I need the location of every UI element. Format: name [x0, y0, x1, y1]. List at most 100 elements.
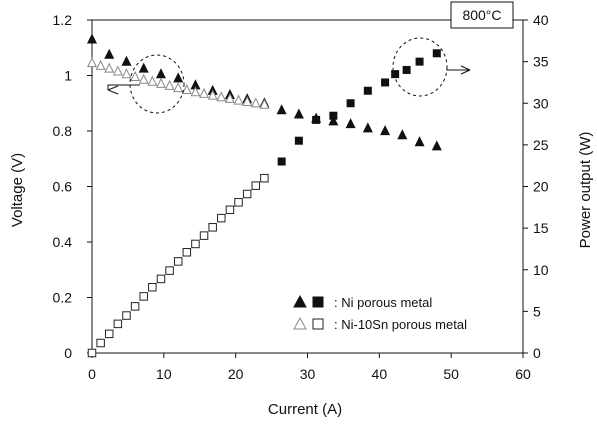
data-point — [329, 111, 338, 120]
data-point — [431, 140, 442, 151]
y-right-tick-label: 30 — [533, 95, 549, 111]
x-tick-label: 0 — [88, 366, 96, 382]
data-point — [96, 338, 105, 348]
data-point — [190, 86, 201, 97]
data-point — [216, 91, 227, 102]
data-point — [380, 125, 391, 136]
data-point — [345, 118, 356, 129]
data-point — [104, 48, 115, 59]
data-point — [138, 73, 149, 84]
data-point — [138, 62, 149, 73]
data-point — [147, 75, 158, 86]
data-point — [346, 99, 355, 108]
data-point — [181, 84, 192, 95]
y-left-tick-label: 1 — [64, 68, 72, 84]
y-right-tick-label: 35 — [533, 54, 549, 70]
data-point — [276, 104, 287, 115]
data-point — [233, 94, 244, 105]
data-point — [432, 49, 441, 58]
y-right-tick-label: 0 — [533, 345, 541, 361]
data-point — [173, 72, 184, 83]
temperature-annotation-box — [450, 1, 514, 29]
legend-entry-ni: : Ni porous metal — [334, 295, 432, 310]
x-tick-label: 40 — [372, 366, 388, 382]
data-point — [208, 223, 217, 232]
legend-symbol — [293, 294, 307, 308]
legend-symbol — [312, 296, 324, 308]
data-point — [415, 57, 424, 66]
data-point — [112, 65, 123, 76]
data-marks — [86, 33, 442, 358]
data-point — [164, 79, 175, 90]
data-point — [312, 115, 321, 124]
legend-entry-ni-10sn: : Ni-10Sn porous metal — [334, 317, 467, 332]
y-right-tick-label: 40 — [533, 12, 549, 28]
data-point — [86, 33, 98, 44]
series-0 — [86, 33, 442, 151]
data-point — [260, 173, 269, 183]
data-point — [173, 82, 184, 93]
data-point — [95, 59, 106, 70]
data-point — [155, 77, 166, 88]
x-tick-label: 30 — [300, 366, 316, 382]
data-point — [294, 136, 303, 145]
legend: : Ni porous metal : Ni-10Sn porous metal — [293, 294, 467, 332]
data-point — [224, 92, 235, 103]
series-2 — [86, 57, 270, 109]
data-point — [250, 97, 261, 108]
x-tick-label: 50 — [443, 366, 459, 382]
data-point — [199, 87, 210, 98]
data-point — [293, 108, 304, 119]
data-point — [397, 129, 408, 140]
y-left-tick-label: 0 — [64, 345, 72, 361]
data-point — [251, 181, 261, 190]
data-point — [121, 55, 132, 66]
data-point — [182, 248, 192, 257]
dashed-ellipse-left — [129, 54, 185, 114]
data-point — [173, 257, 183, 266]
data-point — [207, 89, 218, 100]
data-point — [122, 311, 131, 320]
y-right-tick-label: 25 — [533, 137, 549, 153]
legend-symbol — [293, 316, 307, 330]
y-left-tick-label: 0.6 — [53, 179, 73, 195]
data-point — [242, 95, 253, 106]
y-right-tick-label: 5 — [533, 303, 541, 319]
data-point — [217, 213, 226, 223]
data-point — [328, 115, 339, 126]
y-left-tick-label: 0.2 — [53, 290, 73, 306]
y-right-tick-label: 15 — [533, 220, 549, 236]
data-point — [277, 157, 286, 166]
legend-symbol — [312, 318, 324, 330]
data-point — [139, 292, 148, 301]
data-point — [87, 348, 97, 358]
data-point — [104, 329, 114, 339]
data-point — [363, 86, 372, 95]
x-tick-label: 20 — [228, 366, 244, 382]
data-point — [121, 68, 132, 79]
data-point — [242, 189, 252, 199]
data-point — [130, 70, 141, 81]
arrow-right-icon — [446, 65, 471, 75]
y-right-tick-label: 10 — [533, 262, 549, 278]
data-point — [414, 136, 425, 147]
data-point — [86, 57, 98, 68]
data-point — [156, 274, 166, 284]
data-point — [259, 98, 270, 109]
data-point — [402, 65, 411, 74]
data-point — [362, 122, 373, 133]
y-left-tick-label: 0.4 — [53, 234, 73, 250]
series-1 — [277, 49, 441, 166]
y-left-tick-label: 1.2 — [53, 12, 73, 28]
data-point — [104, 62, 115, 73]
y-left-tick-label: 0.8 — [53, 123, 73, 139]
data-point — [381, 78, 390, 87]
data-point — [199, 231, 209, 240]
temperature-annotation-text: 800°C — [462, 7, 501, 23]
data-point — [391, 70, 400, 79]
y-right-tick-label: 20 — [533, 179, 549, 195]
data-point — [155, 68, 166, 79]
x-axis-label: Current (A) — [268, 401, 342, 418]
